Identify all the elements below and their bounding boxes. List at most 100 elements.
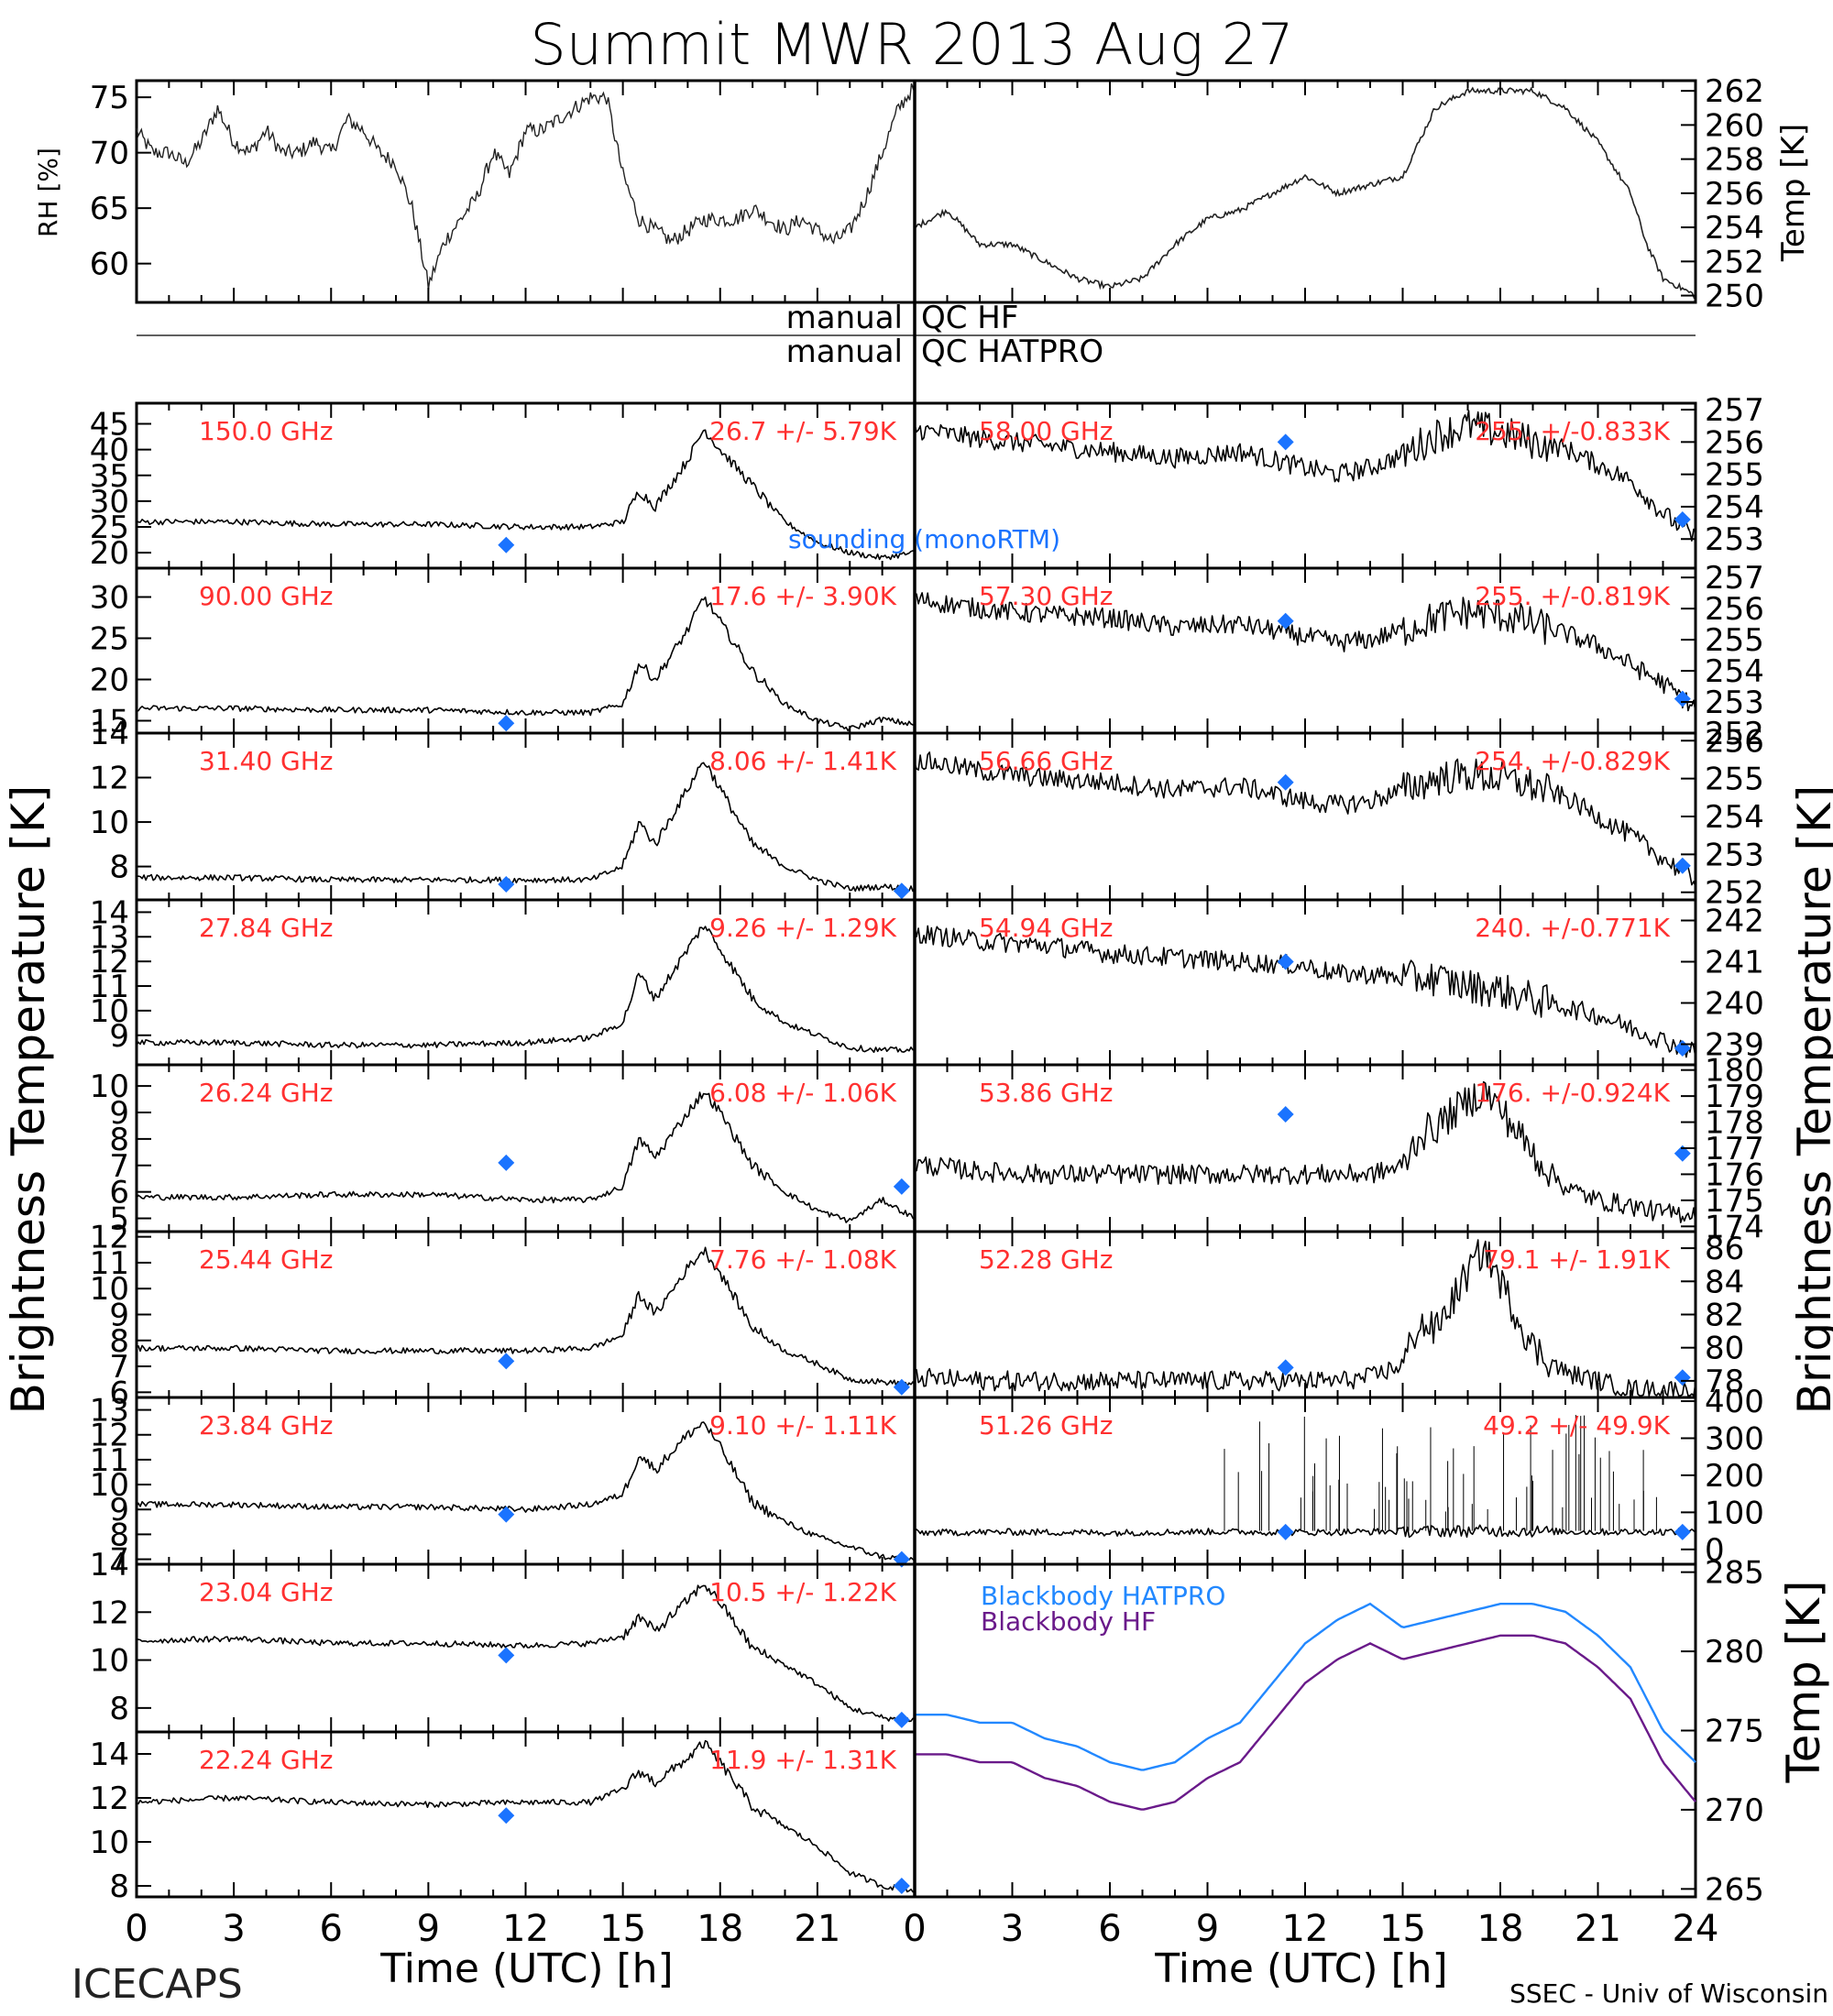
left-panel-6-ytick-label: 7: [109, 1349, 129, 1386]
left-panel-5-trace: [136, 1091, 916, 1223]
left-panel-1-trace: [136, 429, 916, 561]
left-panel-4-ytick-label: 14: [90, 894, 129, 931]
temp-ytick-label: 258: [1705, 142, 1764, 179]
temp-ytick-label: 260: [1705, 107, 1764, 144]
right-panel-3-ytick-label: 254: [1705, 799, 1764, 836]
right-panel-2-ytick-label: 253: [1705, 685, 1764, 721]
blackbody-series-2: [915, 1634, 1696, 1811]
right-panel-5-ytick-label: 174: [1705, 1209, 1764, 1245]
right-panel-6-sounding-marker: [1277, 1359, 1294, 1376]
left-panel-6-ytick-label: 10: [90, 1271, 129, 1308]
right-panel-3-trace: [914, 751, 1696, 887]
right-panel-8-ytick-label: 285: [1705, 1555, 1764, 1592]
left-xtick-label: 21: [794, 1908, 840, 1950]
right-panel-1-trace: [914, 410, 1696, 542]
right-panel-1-sounding-marker: [1674, 511, 1691, 529]
temp-ylabel: Temp [K]: [1775, 124, 1812, 262]
left-panel-1-frequency-label: 150.0 GHz: [199, 416, 334, 446]
right-panel-8-ytick-label: 270: [1705, 1792, 1764, 1829]
left-panel-2-ytick-label: 25: [90, 621, 129, 658]
left-panel-9-trace: [136, 1739, 916, 1893]
blackbody-legend-1: Blackbody HATPRO: [981, 1581, 1225, 1611]
right-panel-1-sounding-marker: [1277, 433, 1294, 451]
left-xtick-label: 3: [222, 1908, 245, 1950]
left-panel-4-ytick-label: 11: [90, 969, 129, 1005]
rh-ytick-label: 65: [90, 191, 129, 227]
right-panel-5-frequency-label: 53.86 GHz: [979, 1078, 1114, 1108]
right-xtick-label: 18: [1477, 1908, 1524, 1950]
left-panel-8-ytick-label: 12: [90, 1594, 129, 1631]
left-panel-2-frequency-label: 90.00 GHz: [199, 581, 334, 611]
right-panel-5-sounding-marker: [1674, 1145, 1691, 1162]
right-panel-2-sounding-marker: [1277, 612, 1294, 630]
right-panel-3-stat-label: 254. +/-0.829K: [1475, 746, 1670, 776]
qc-label-right-2: QC HATPRO: [921, 334, 1103, 370]
right-panel-2-ytick-label: 255: [1705, 622, 1764, 659]
left-panel-6-trace: [136, 1246, 916, 1387]
right-panel-5-ytick-label: 178: [1705, 1105, 1764, 1142]
left-xtick-label: 15: [599, 1908, 646, 1950]
left-xtick-label: 12: [502, 1908, 549, 1950]
rh-trace: [136, 82, 916, 290]
left-panel-8-trace: [136, 1584, 916, 1723]
right-panel-3-ytick-label: 256: [1705, 723, 1764, 760]
left-panel-7-ytick-label: 11: [90, 1442, 129, 1479]
left-panel-6-sounding-marker: [498, 1353, 515, 1370]
left-panel-3-ytick-label: 8: [109, 849, 129, 886]
left-panel-2-ytick-label: 20: [90, 663, 129, 699]
right-panel-6-ytick-label: 86: [1705, 1231, 1744, 1267]
right-panel-3-ytick-label: 252: [1705, 875, 1764, 912]
right-xtick-label: 3: [1001, 1908, 1024, 1950]
figure-title: Summit MWR 2013 Aug 27: [530, 11, 1293, 78]
left-panel-2-sounding-marker: [498, 715, 515, 732]
footer-right: SSEC - Univ of Wisconsin: [1509, 1978, 1828, 2009]
right-panel-4-sounding-marker: [1277, 953, 1294, 970]
right-panel-7-ytick-label: 400: [1705, 1384, 1764, 1420]
left-panel-9-ytick-label: 10: [90, 1824, 129, 1861]
left-ylabel: Brightness Temperature [K]: [2, 785, 55, 1415]
right-panel-7-ytick-label: 0: [1705, 1532, 1725, 1569]
left-panel-9-sounding-marker: [498, 1807, 515, 1824]
qc-label-left-2: manual: [786, 334, 903, 370]
right-xtick-label: 15: [1379, 1908, 1426, 1950]
right-panel-5-ytick-label: 177: [1705, 1131, 1764, 1167]
left-panel-7-ytick-label: 10: [90, 1467, 129, 1504]
left-xtick-label: 18: [697, 1908, 743, 1950]
right-panel-4-trace: [914, 925, 1696, 1058]
left-panel-4-stat-label: 9.26 +/- 1.29K: [709, 913, 896, 943]
right-panel-5-ytick-label: 176: [1705, 1156, 1764, 1193]
right-xtick-label: 6: [1098, 1908, 1121, 1950]
temp-ytick-label: 254: [1705, 210, 1764, 247]
left-panel-1-ytick-label: 20: [90, 535, 129, 572]
left-panel-1-ytick-label: 25: [90, 509, 129, 546]
right-xtick-label: 24: [1673, 1908, 1719, 1950]
left-panel-4-frequency-label: 27.84 GHz: [199, 913, 334, 943]
rh-panel-frame: [135, 79, 916, 304]
left-xtick-label: 9: [417, 1908, 440, 1950]
qc-label-right-1: QC HF: [921, 300, 1018, 336]
left-panel-3-ytick-label: 12: [90, 761, 129, 797]
left-panel-9-sounding-marker: [893, 1878, 910, 1894]
right-panel-6-ytick-label: 84: [1705, 1264, 1744, 1300]
left-panel-3-ytick-label: 14: [90, 716, 129, 752]
left-panel-8-ytick-label: 10: [90, 1643, 129, 1680]
left-panel-9-ytick-label: 14: [90, 1737, 129, 1773]
temp-ytick-label: 262: [1705, 73, 1764, 110]
right-panel-2-stat-label: 255. +/-0.819K: [1475, 581, 1670, 611]
right-panel-2-trace: [914, 592, 1696, 713]
right-panel-3-frequency-label: 56.66 GHz: [979, 746, 1114, 776]
right-panel-2-ytick-label: 252: [1705, 716, 1764, 752]
left-panel-9-ytick-label: 12: [90, 1780, 129, 1817]
right-panel-6-stat-label: 79.1 +/- 1.91K: [1483, 1244, 1670, 1275]
xlabel-left: Time (UTC) [h]: [379, 1945, 673, 1992]
blackbody-ylabel: Temp [K]: [1777, 1581, 1830, 1784]
left-panel-6-ytick-label: 11: [90, 1245, 129, 1282]
right-xtick-label: 9: [1196, 1908, 1219, 1950]
left-panel-9-ytick-label: 8: [109, 1868, 129, 1905]
right-panel-4-ytick-label: 239: [1705, 1027, 1764, 1064]
left-panel-2-ytick-label: 30: [90, 580, 129, 617]
right-panel-6-ytick-label: 80: [1705, 1331, 1744, 1367]
left-panel-4-ytick-label: 13: [90, 919, 129, 956]
right-xtick-label: 21: [1575, 1908, 1621, 1950]
